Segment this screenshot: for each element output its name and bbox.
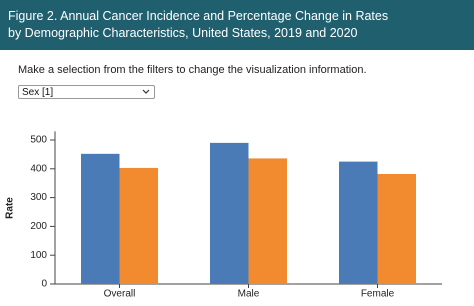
y-tick-label: 0 [41, 279, 47, 290]
y-tick-label: 300 [30, 192, 47, 203]
x-tick-label: Overall [104, 289, 136, 300]
y-tick-label: 400 [30, 163, 47, 174]
x-tick-label: Male [238, 289, 260, 300]
x-tick-label: Female [361, 289, 395, 300]
instruction: Make a selection from the filters to cha… [18, 64, 367, 76]
filter-select[interactable]: Sex [1] [18, 85, 155, 99]
bar [377, 173, 416, 284]
y-axis-label: Rate [5, 197, 16, 219]
chart-title: Figure 2. Annual Cancer Incidence and Pe… [0, 0, 474, 50]
y-tick-label: 100 [30, 250, 47, 261]
bar [248, 158, 287, 284]
y-tick-label: 500 [30, 135, 47, 146]
filter-value: Sex [1] [22, 87, 54, 98]
bar [210, 142, 249, 284]
bar [119, 167, 158, 284]
bar [339, 161, 378, 284]
bar [81, 153, 120, 284]
y-tick-label: 200 [30, 221, 47, 232]
chevron [142, 89, 150, 94]
